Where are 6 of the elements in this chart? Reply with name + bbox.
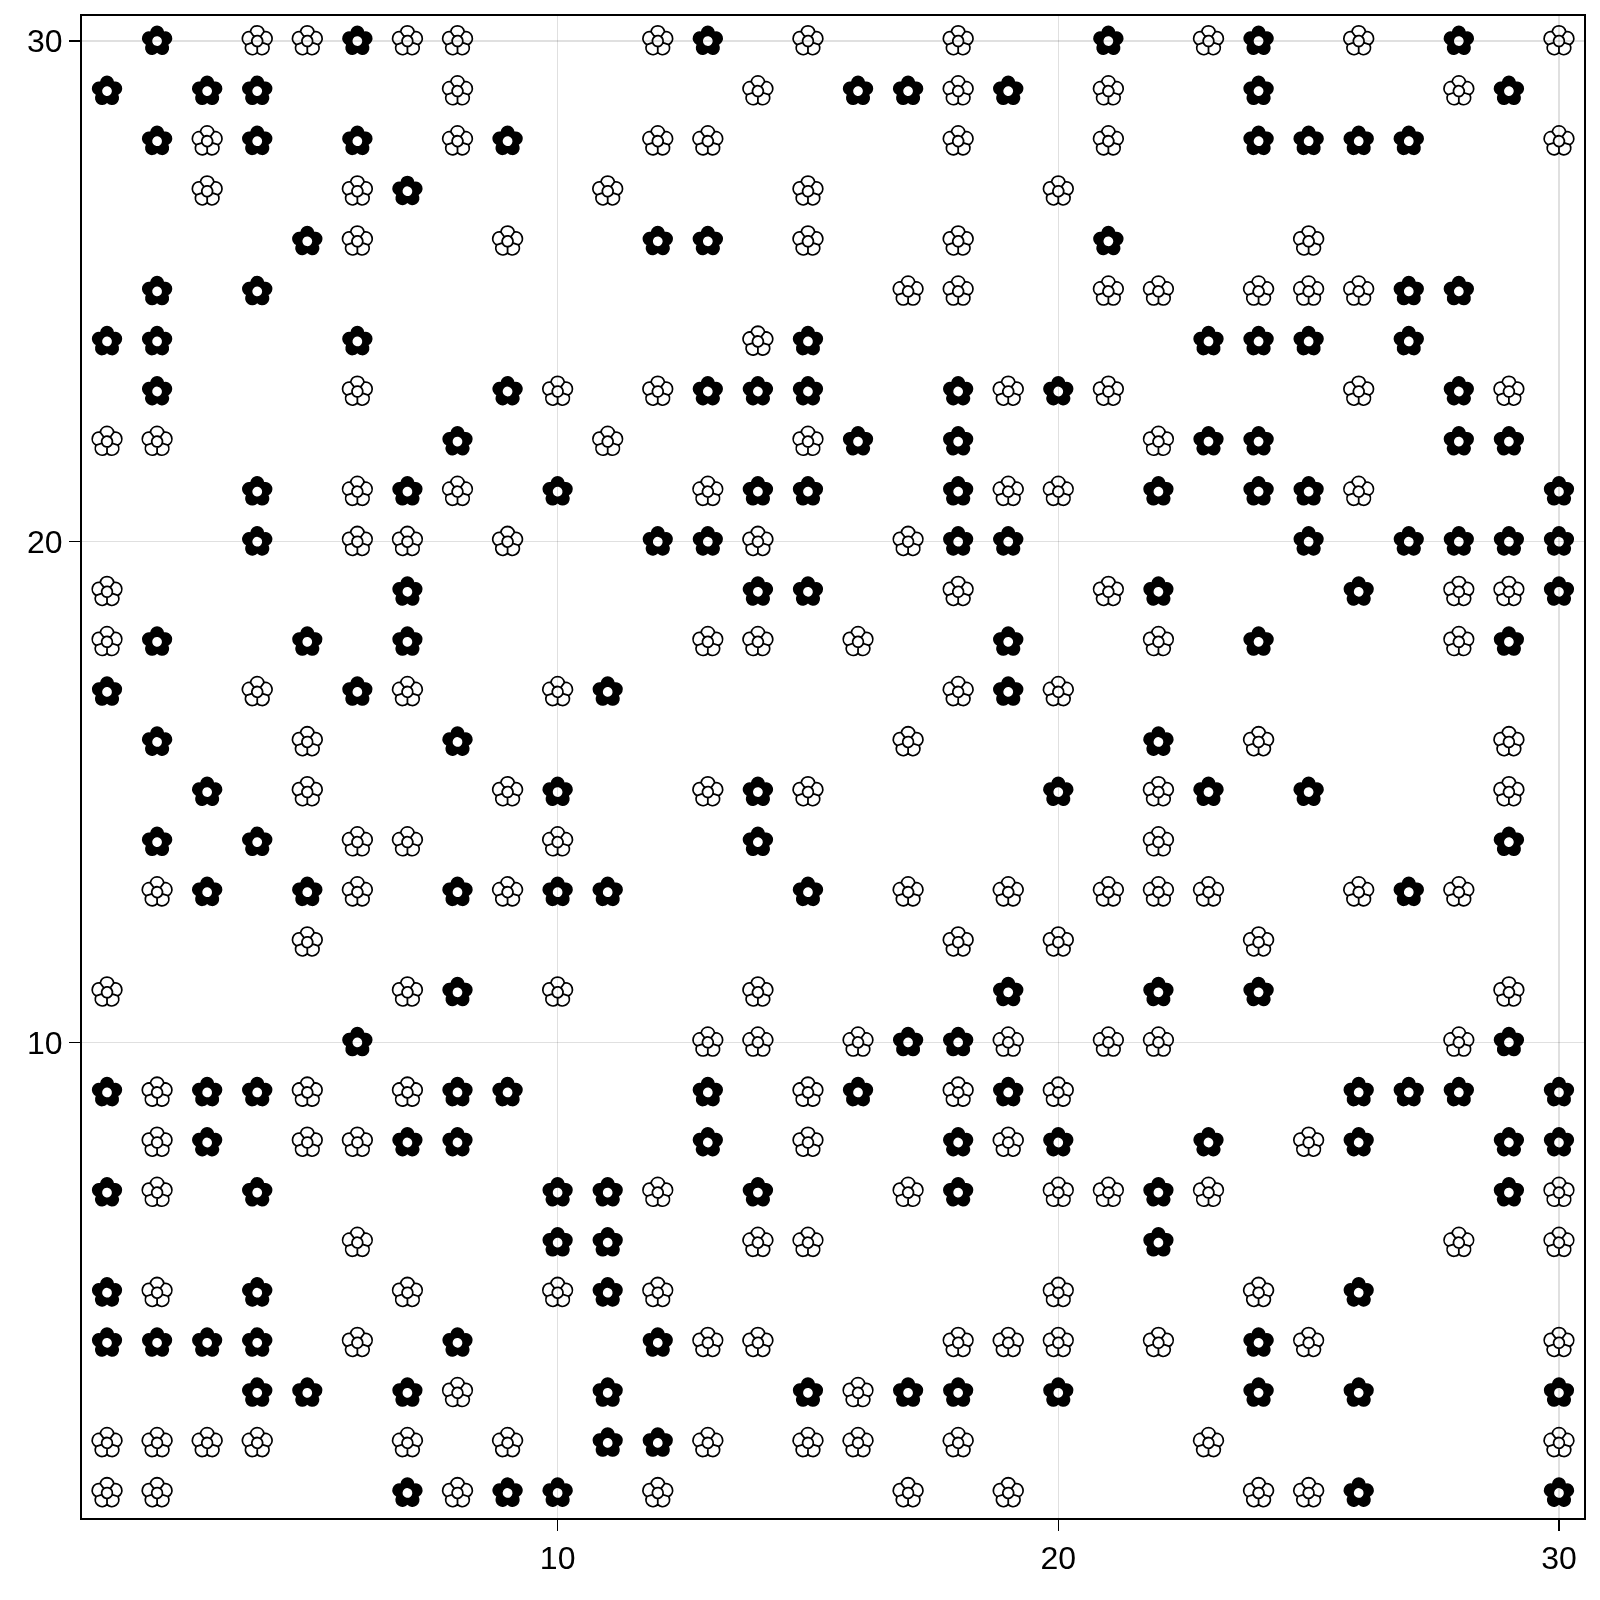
y-tick-label: 10 [27, 1024, 63, 1061]
x-tick-label: 10 [539, 1540, 576, 1577]
x-tick-label: 30 [1541, 1540, 1577, 1577]
x-tick-label: 20 [1040, 1540, 1077, 1577]
y-tick-label: 20 [27, 523, 63, 560]
y-tick-label: 30 [27, 23, 63, 60]
